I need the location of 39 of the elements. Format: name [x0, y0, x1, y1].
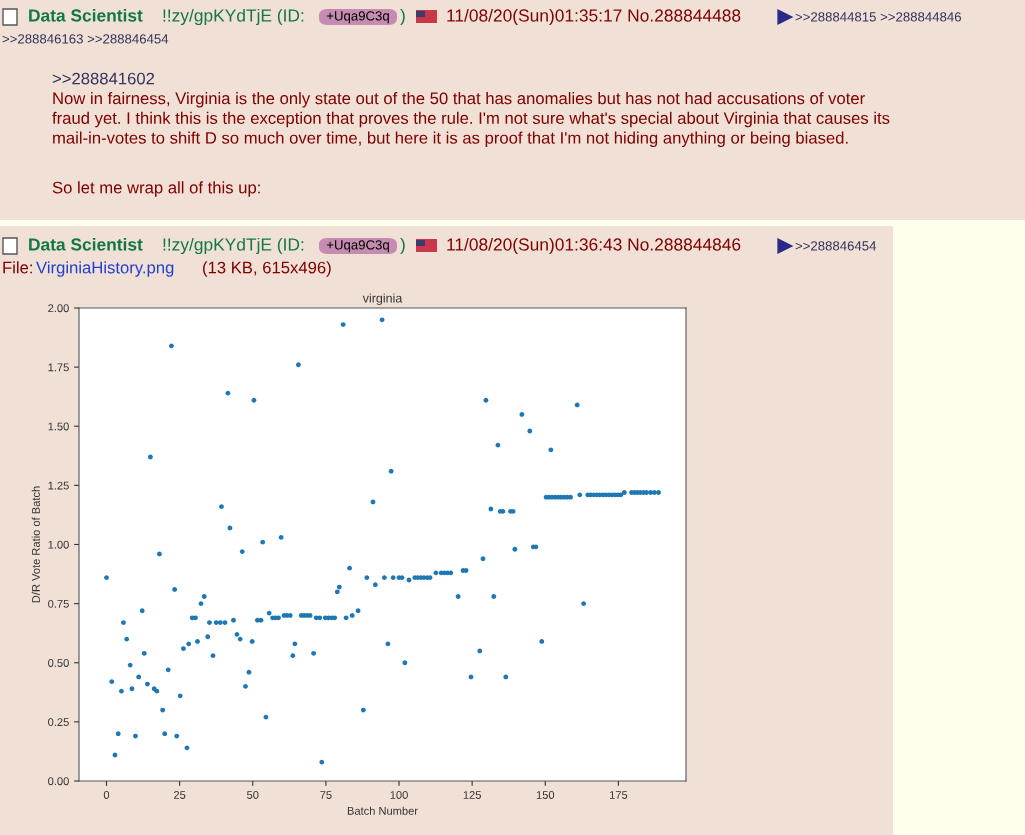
text: >>288846454	[795, 241, 877, 251]
y-tick-label: 0.50	[48, 659, 69, 667]
text: VirginiaHistory.png	[36, 261, 174, 277]
y-tick-label: 1.50	[48, 422, 69, 431]
y-tick-label: 1.25	[48, 481, 69, 490]
x-tick-label: 150	[536, 791, 555, 799]
text: >>288846163 >>288846454	[2, 34, 169, 44]
x-tick-label: 25	[174, 791, 186, 799]
text: (13 KB, 615x496)	[203, 261, 331, 277]
text: File:	[3, 261, 32, 274]
y-tick-label: 0.25	[48, 718, 69, 727]
y-tick-label: 0.00	[48, 777, 69, 786]
text: >>288841602	[52, 72, 155, 85]
text: Data Scientist	[29, 237, 143, 251]
y-tick-label: 0.75	[48, 599, 69, 608]
y-tick-label: 1.00	[48, 540, 69, 549]
text: 11/08/20(Sun)01:35:17 No.288844488	[447, 8, 741, 26]
y-axis-title: D/R Vote Ratio of Batch	[31, 486, 40, 603]
text: +Uqa9C3q	[326, 240, 389, 253]
x-tick-label: 75	[320, 791, 332, 799]
text: 11/08/20(Sun)01:36:43 No.288844846	[447, 237, 741, 255]
x-tick-label: 175	[610, 791, 628, 799]
x-tick-label: 100	[390, 791, 408, 799]
text: Data Scientist	[29, 8, 143, 22]
y-tick-label: 2.00	[48, 304, 69, 313]
text: So let me wrap all of this up:	[52, 181, 260, 197]
y-tick-label: 1.75	[48, 363, 69, 372]
text: Now in fairness, Virginia is the only state out of the 50 that has anomalies but has not had accusations of voter fraud yet. I think this is the exception that proves the rule. I'm not sure what's special about Virginia that causes its mail-in-votes to shift D so much over time, but here it is as proof that I'm not hiding anything or being biased.	[52, 92, 890, 148]
text: )	[400, 237, 405, 255]
x-tick-label: 50	[247, 791, 259, 799]
x-axis-title: Batch Number	[347, 806, 418, 815]
text: !!zy/gpKYdTjE (ID:	[163, 237, 304, 255]
text: +Uqa9C3q	[326, 11, 389, 24]
text: !!zy/gpKYdTjE (ID:	[163, 8, 304, 26]
x-tick-label: 0	[103, 791, 110, 799]
text: )	[400, 8, 405, 26]
chart-title: virginia	[362, 293, 403, 306]
text: >>288844815 >>288844846	[795, 12, 961, 22]
x-tick-label: 125	[463, 791, 481, 799]
